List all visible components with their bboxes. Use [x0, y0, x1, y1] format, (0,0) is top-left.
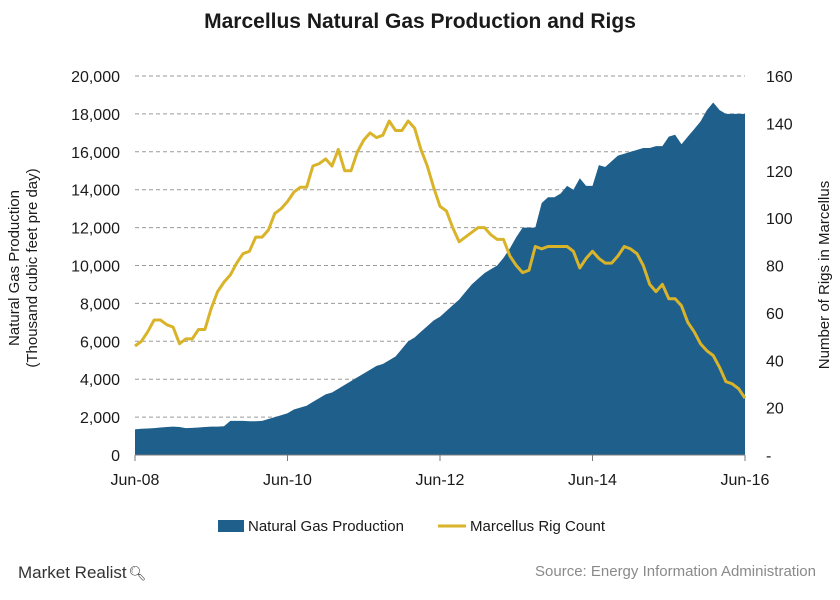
brand-name: Market Realist [18, 563, 127, 582]
y-right-tick-label: 140 [766, 116, 793, 133]
magnifier-icon: 🔍︎ [128, 565, 147, 581]
y-right-axis-title: Number of Rigs in Marcellus [816, 181, 833, 369]
y-left-axis-subtitle: (Thousand cubic feet pre day) [24, 168, 41, 367]
y-right-tick-label: 80 [766, 259, 784, 276]
y-left-tick-label: 20,000 [71, 69, 120, 86]
y-left-tick-label: 6,000 [80, 334, 120, 351]
production-area [135, 102, 745, 455]
y-left-tick-label: 18,000 [71, 107, 120, 124]
x-tick-label: Jun-08 [111, 472, 160, 489]
chart-title: Marcellus Natural Gas Production and Rig… [204, 10, 636, 33]
y-right-tick-label: 40 [766, 353, 784, 370]
y-left-tick-label: 0 [111, 448, 120, 465]
legend-label-rigs: Marcellus Rig Count [470, 518, 606, 535]
source-note: Source: Energy Information Administratio… [535, 563, 816, 580]
x-tick-label: Jun-14 [568, 472, 617, 489]
x-tick-label: Jun-12 [416, 472, 465, 489]
rig-count-line [134, 119, 747, 399]
y-left-tick-label: 4,000 [80, 372, 120, 389]
y-left-tick-label: 2,000 [80, 410, 120, 427]
x-tick-label: Jun-16 [721, 472, 770, 489]
y-left-tick-label: 10,000 [71, 259, 120, 276]
y-left-tick-label: 14,000 [71, 183, 120, 200]
y-left-tick-label: 12,000 [71, 221, 120, 238]
y-left-tick-label: 8,000 [80, 296, 120, 313]
y-left-axis-title: Natural Gas Production [6, 190, 23, 346]
legend-label-production: Natural Gas Production [248, 518, 404, 535]
x-tick-label: Jun-10 [263, 472, 312, 489]
brand-logo: Market Realist 🔍︎ [18, 563, 146, 583]
y-right-tick-label: 60 [766, 306, 784, 323]
y-right-tick-label: 100 [766, 211, 793, 228]
y-right-tick-label: 20 [766, 401, 784, 418]
y-left-tick-label: 16,000 [71, 145, 120, 162]
y-right-tick-label: 160 [766, 69, 793, 86]
y-right-tick-label: 120 [766, 164, 793, 181]
legend-swatch-production [218, 520, 244, 532]
y-right-tick-label: - [766, 448, 771, 465]
